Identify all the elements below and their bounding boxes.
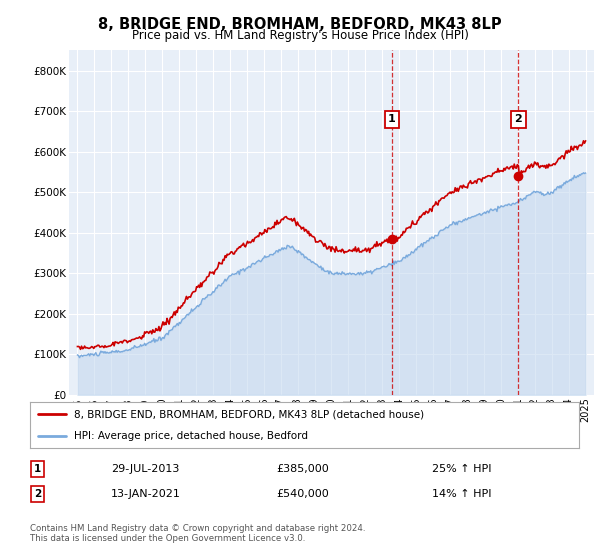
Text: 1: 1	[34, 464, 41, 474]
Text: £385,000: £385,000	[276, 464, 329, 474]
Text: 13-JAN-2021: 13-JAN-2021	[111, 489, 181, 499]
Text: 25% ↑ HPI: 25% ↑ HPI	[432, 464, 491, 474]
Text: HPI: Average price, detached house, Bedford: HPI: Average price, detached house, Bedf…	[74, 431, 308, 441]
Text: 8, BRIDGE END, BROMHAM, BEDFORD, MK43 8LP: 8, BRIDGE END, BROMHAM, BEDFORD, MK43 8L…	[98, 17, 502, 32]
Text: Contains HM Land Registry data © Crown copyright and database right 2024.
This d: Contains HM Land Registry data © Crown c…	[30, 524, 365, 543]
Text: 14% ↑ HPI: 14% ↑ HPI	[432, 489, 491, 499]
Text: 1: 1	[388, 114, 396, 124]
Text: £540,000: £540,000	[276, 489, 329, 499]
Text: 2: 2	[515, 114, 523, 124]
Text: 2: 2	[34, 489, 41, 499]
Text: 8, BRIDGE END, BROMHAM, BEDFORD, MK43 8LP (detached house): 8, BRIDGE END, BROMHAM, BEDFORD, MK43 8L…	[74, 409, 424, 419]
Text: 29-JUL-2013: 29-JUL-2013	[111, 464, 179, 474]
Text: Price paid vs. HM Land Registry's House Price Index (HPI): Price paid vs. HM Land Registry's House …	[131, 29, 469, 42]
